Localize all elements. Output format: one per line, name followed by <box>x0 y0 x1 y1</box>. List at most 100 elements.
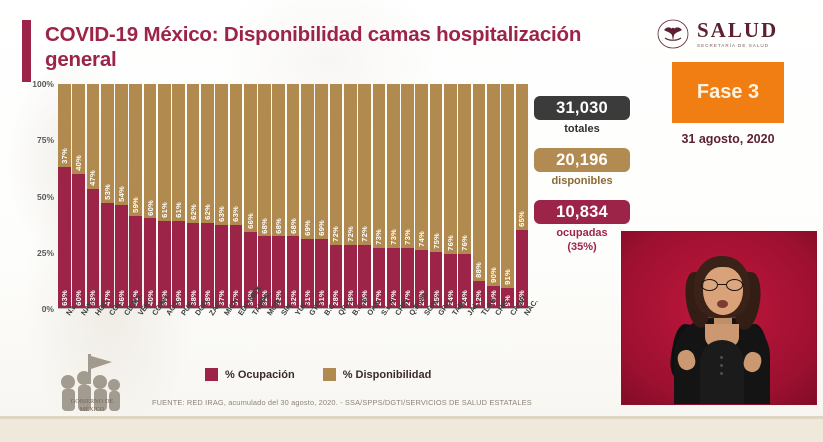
government-seal-icon <box>42 352 138 426</box>
bar-segment-availability: 47% <box>86 84 100 190</box>
x-label-cell: PUE. <box>172 298 196 363</box>
bar-cdmx[interactable]: 54% 46% <box>115 84 128 308</box>
bar-son[interactable]: 74% 26% <box>415 84 429 308</box>
bar-segment-occupancy: 24% <box>444 254 457 308</box>
x-label-cell: SIN. <box>272 300 295 363</box>
y-axis: 0% 25% 50% 75% 100% <box>22 79 56 314</box>
bar-value-availability: 65% <box>517 210 527 227</box>
bar-value-availability: 66% <box>245 213 255 229</box>
salud-wordmark: SALUD SECRETARÍA DE SALUD <box>697 17 779 48</box>
bar-segment-occupancy: 47% <box>100 202 114 308</box>
bar-tlax[interactable]: 88% 12% <box>472 84 486 308</box>
bar-nac[interactable]: 65% 35% <box>515 84 529 308</box>
footer-band <box>0 416 823 442</box>
bar-value-availability: 91% <box>503 269 513 285</box>
bar-pue[interactable]: 61% 39% <box>172 84 186 308</box>
bar-segment-availability: 91% <box>501 84 514 288</box>
bar-yuc[interactable]: 68% 32% <box>286 84 300 308</box>
bar-segment-availability: 74% <box>415 84 429 250</box>
bar-segment-occupancy: 41% <box>129 216 143 308</box>
bar-hgo[interactable]: 47% 53% <box>86 84 100 308</box>
bar-qro[interactable]: 72% 28% <box>329 84 343 308</box>
report-date: 31 agosto, 2020 <box>681 132 775 146</box>
phase-badge: Fase 3 <box>672 62 784 123</box>
bar-chih[interactable]: 73% 27% <box>386 84 400 308</box>
bar-dgo[interactable]: 62% 38% <box>186 84 200 308</box>
bar-segment-availability: 53% <box>100 84 114 203</box>
bar-segment-occupancy: 63% <box>58 166 71 308</box>
x-label-cell: YUC. <box>287 298 311 363</box>
bar-mor[interactable]: 68% 32% <box>258 84 271 308</box>
bar-edomex[interactable]: 63% 37% <box>229 84 243 308</box>
bar-segment-availability: 63% <box>229 84 243 226</box>
bar-segment-occupancy: 32% <box>258 236 271 308</box>
bar-slp[interactable]: 73% 27% <box>372 84 386 308</box>
bar-segment-occupancy: 34% <box>243 231 257 308</box>
bar-bcs[interactable]: 72% 28% <box>343 84 357 308</box>
x-label-cell: AGS. <box>158 297 182 363</box>
bar-value-availability: 72% <box>360 226 370 243</box>
bar-ags[interactable]: 61% 39% <box>158 84 171 308</box>
bar-value-availability: 76% <box>460 235 470 252</box>
x-label-cell: B.C.S. <box>344 294 370 363</box>
chart-legend: % Ocupación % Disponibilidad <box>205 368 431 381</box>
y-tick-75: 75% <box>36 135 54 146</box>
y-tick-50: 50% <box>36 191 54 202</box>
glasses-bridge <box>718 284 726 286</box>
bar-segment-availability: 63% <box>215 84 228 226</box>
bar-tab[interactable]: 76% 24% <box>444 84 457 308</box>
phase-label: Fase 3 <box>696 81 760 103</box>
bar-value-availability: 40% <box>74 154 84 171</box>
sign-language-interpreter-video[interactable] <box>621 231 817 405</box>
bar-segment-occupancy: 28% <box>358 245 371 308</box>
bar-segment-occupancy: 24% <box>458 254 472 308</box>
bar-coah[interactable]: 60% 40% <box>143 84 157 308</box>
bar-segment-availability: 54% <box>115 84 128 205</box>
bar-jal[interactable]: 76% 24% <box>458 84 472 308</box>
bar-segment-availability: 40% <box>72 84 85 174</box>
x-label-cell: TLAX. <box>473 295 499 363</box>
bar-col[interactable]: 53% 47% <box>100 84 114 308</box>
salud-word: SALUD <box>697 17 779 42</box>
bar-bc[interactable]: 69% 31% <box>315 84 329 308</box>
bar-segment-availability: 68% <box>272 84 286 237</box>
x-label-cell: Q.ROO. <box>401 290 430 363</box>
stat-available-caption: disponibles <box>551 175 613 188</box>
bar-segment-occupancy: 39% <box>172 220 186 308</box>
bar-value-availability: 62% <box>188 204 198 220</box>
bar-value-availability: 88% <box>474 262 484 279</box>
bar-segment-availability: 90% <box>486 84 500 286</box>
stat-total-value: 31,030 <box>534 96 630 120</box>
bar-nay[interactable]: 40% 60% <box>72 84 85 308</box>
salud-brand: SALUD SECRETARÍA DE SALUD <box>655 14 815 54</box>
bar-ver[interactable]: 59% 41% <box>129 84 143 308</box>
bar-zac[interactable]: 62% 38% <box>200 84 214 308</box>
bar-segment-occupancy: 9% <box>501 287 514 308</box>
glasses-icon <box>701 279 745 291</box>
bar-segment-occupancy: 40% <box>143 218 157 308</box>
bar-chis[interactable]: 90% 10% <box>486 84 500 308</box>
interpreter-button-2 <box>720 364 724 368</box>
bar-segment-occupancy: 28% <box>343 245 357 308</box>
seal-caption-line1: GOBIERNO DE <box>70 398 114 405</box>
bar-value-availability: 74% <box>417 230 427 247</box>
bar-segment-availability: 76% <box>444 84 457 255</box>
bar-sin[interactable]: 68% 32% <box>272 84 286 308</box>
bar-value-availability: 63% <box>231 206 241 223</box>
bar-qroo[interactable]: 73% 27% <box>401 84 414 308</box>
bar-tamps[interactable]: 66% 34% <box>243 84 257 308</box>
bar-camp[interactable]: 91% 9% <box>501 84 514 308</box>
stat-available-value: 20,196 <box>534 148 630 173</box>
bar-gto[interactable]: 69% 31% <box>301 84 314 308</box>
bar-value-occupancy: 63% <box>59 290 69 306</box>
bar-gro[interactable]: 75% 25% <box>429 84 443 308</box>
bar-value-availability: 76% <box>445 235 455 252</box>
bar-oax[interactable]: 72% 28% <box>358 84 371 308</box>
bar-nl[interactable]: 37% 63% <box>58 84 71 308</box>
stat-occupied: 10,834 ocupadas (35%) <box>534 200 630 253</box>
x-label-cell: COAH. <box>144 292 171 363</box>
bar-mich[interactable]: 63% 37% <box>215 84 228 308</box>
bar-segment-occupancy: 27% <box>386 247 400 308</box>
y-tick-100: 100% <box>32 79 54 89</box>
x-label-cell: EDO.MEX. <box>230 282 264 363</box>
